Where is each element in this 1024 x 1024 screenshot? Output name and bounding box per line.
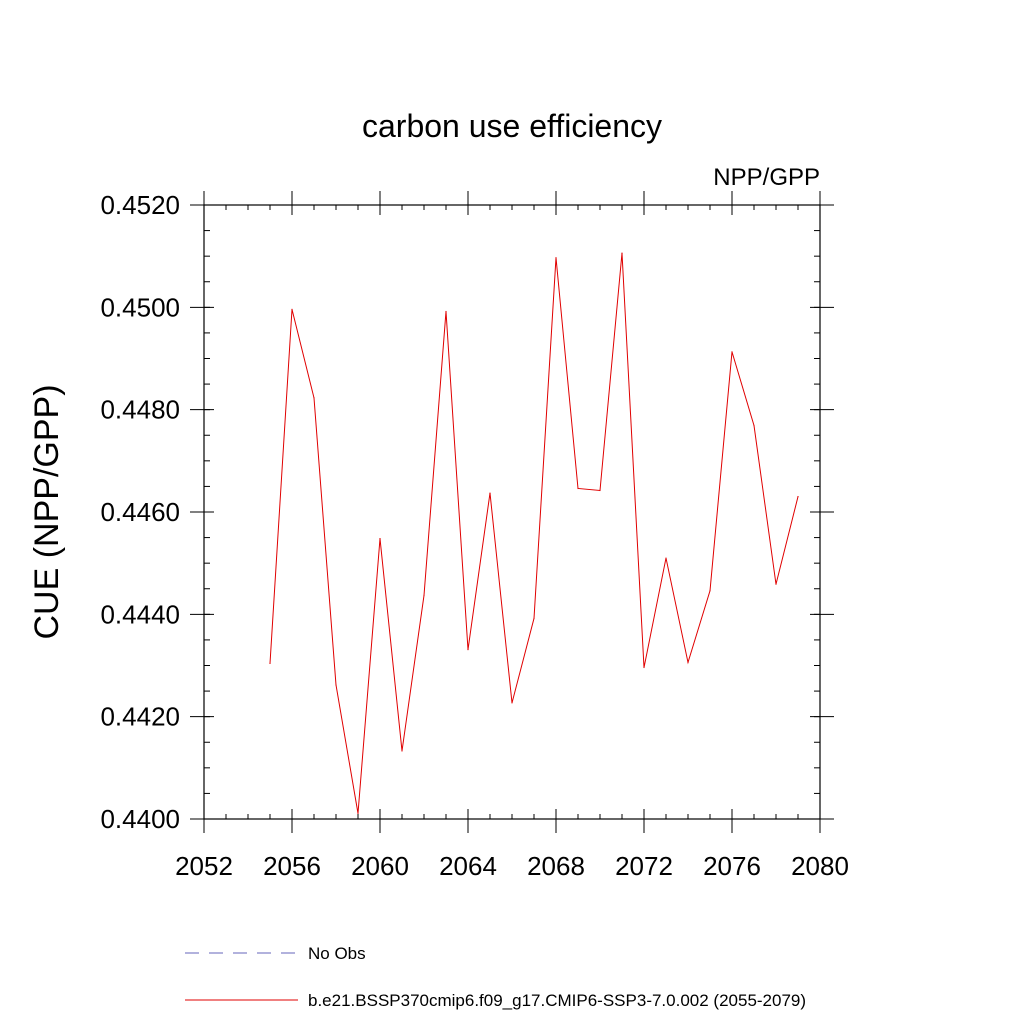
y-tick-label: 0.4440	[100, 599, 180, 629]
data-point	[731, 351, 733, 353]
plot-frame	[203, 204, 821, 820]
data-point	[797, 496, 799, 498]
data-point	[709, 590, 711, 592]
legend-item-no-obs: No Obs	[185, 944, 366, 963]
data-point	[357, 812, 359, 814]
data-point	[775, 583, 777, 585]
data-point	[379, 538, 381, 540]
data-point	[489, 492, 491, 494]
data-point	[445, 310, 447, 313]
data-point	[643, 666, 645, 669]
x-tick-label: 2060	[351, 851, 409, 881]
data-point	[313, 397, 315, 399]
x-tick-label: 2068	[527, 851, 585, 881]
data-point	[687, 661, 689, 664]
data-point	[423, 594, 425, 597]
data-point	[291, 308, 293, 310]
series-line	[269, 253, 799, 814]
chart-title: carbon use efficiency	[362, 108, 662, 144]
x-tick-label: 2076	[703, 851, 761, 881]
x-tick-label: 2056	[263, 851, 321, 881]
y-tick-label: 0.4520	[100, 190, 180, 220]
data-point	[753, 424, 755, 427]
x-axis: 2052 2056 2060 2064 2068 2072 2076 2080	[175, 191, 849, 881]
x-tick-label: 2052	[175, 851, 233, 881]
data-point	[335, 684, 337, 686]
legend-item-model: b.e21.BSSP370cmip6.f09_g17.CMIP6-SSP3-7.…	[185, 991, 806, 1010]
data-point	[401, 750, 403, 752]
data-point	[467, 649, 469, 651]
chart-subtitle: NPP/GPP	[713, 164, 820, 191]
y-tick-label: 0.4500	[100, 292, 180, 322]
legend: No Obs b.e21.BSSP370cmip6.f09_g17.CMIP6-…	[185, 944, 806, 1010]
data-point	[511, 702, 513, 704]
data-point	[665, 557, 667, 559]
data-point	[269, 662, 271, 665]
data-point	[555, 257, 557, 259]
legend-label-model: b.e21.BSSP370cmip6.f09_g17.CMIP6-SSP3-7.…	[308, 991, 806, 1010]
y-tick-label: 0.4480	[100, 395, 180, 425]
data-point	[599, 489, 601, 492]
x-tick-label: 2080	[791, 851, 849, 881]
y-axis: 0.4400 0.4420 0.4440 0.4460 0.4480 0.4500 0.45…	[100, 190, 834, 834]
legend-label-no-obs: No Obs	[308, 944, 366, 963]
data-point	[577, 487, 579, 490]
series-layer	[269, 252, 799, 814]
y-tick-label: 0.4420	[100, 702, 180, 732]
x-tick-label: 2064	[439, 851, 497, 881]
data-point	[621, 252, 623, 254]
y-tick-label: 0.4400	[100, 804, 180, 834]
y-tick-label: 0.4460	[100, 497, 180, 527]
x-tick-label: 2072	[615, 851, 673, 881]
data-point	[533, 617, 535, 620]
y-axis-label: CUE (NPP/GPP)	[28, 384, 66, 639]
